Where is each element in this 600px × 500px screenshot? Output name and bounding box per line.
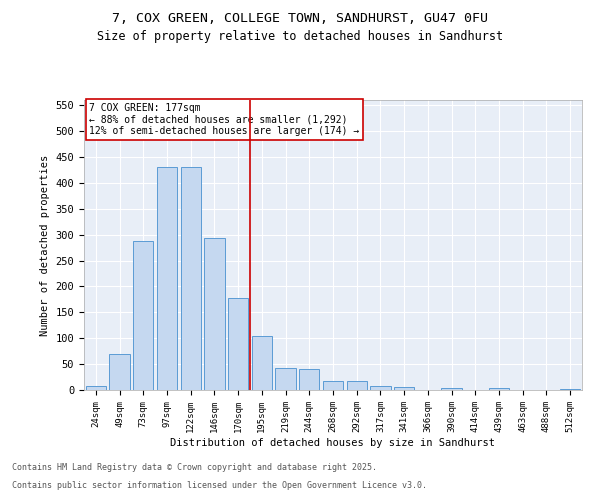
Bar (347, 380, 367, 390)
Text: 7, COX GREEN, COLLEGE TOWN, SANDHURST, GU47 0FU: 7, COX GREEN, COLLEGE TOWN, SANDHURST, G… (112, 12, 488, 26)
Bar (394, 388, 414, 390)
Bar (181, 168, 201, 390)
Bar (489, 388, 509, 390)
Bar (205, 238, 224, 390)
Y-axis label: Number of detached properties: Number of detached properties (40, 154, 50, 336)
Bar (323, 380, 343, 390)
Text: Contains HM Land Registry data © Crown copyright and database right 2025.: Contains HM Land Registry data © Crown c… (12, 464, 377, 472)
Bar (370, 386, 391, 390)
Bar (109, 354, 130, 390)
Bar (252, 336, 272, 390)
Bar (157, 168, 177, 390)
Bar (133, 241, 154, 390)
Text: Contains public sector information licensed under the Open Government Licence v3: Contains public sector information licen… (12, 481, 427, 490)
X-axis label: Distribution of detached houses by size in Sandhurst: Distribution of detached houses by size … (170, 438, 496, 448)
Bar (560, 389, 580, 390)
Text: Size of property relative to detached houses in Sandhurst: Size of property relative to detached ho… (97, 30, 503, 43)
Bar (86, 386, 106, 390)
Bar (275, 368, 296, 390)
Bar (299, 370, 319, 390)
Text: 7 COX GREEN: 177sqm
← 88% of detached houses are smaller (1,292)
12% of semi-det: 7 COX GREEN: 177sqm ← 88% of detached ho… (89, 103, 359, 136)
Bar (228, 298, 248, 390)
Bar (442, 388, 461, 390)
